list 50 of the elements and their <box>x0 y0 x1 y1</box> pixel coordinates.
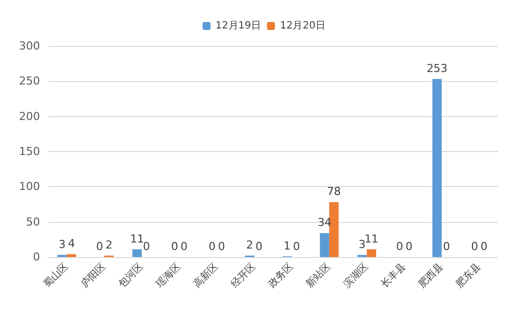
y-tick-label: 300 <box>19 40 40 52</box>
x-tick-label: 新站区 <box>303 260 334 290</box>
data-label: 11 <box>130 232 144 246</box>
data-label: 0 <box>471 240 478 253</box>
data-label: 0 <box>218 240 225 253</box>
y-tick-label: 250 <box>19 74 40 88</box>
bar <box>132 249 142 257</box>
data-label: 0 <box>442 240 450 253</box>
x-tick-label: 包河区 <box>116 260 146 290</box>
data-label: 2 <box>105 238 112 252</box>
data-label: 11 <box>364 232 378 246</box>
x-tick-label: 政务区 <box>266 260 296 290</box>
x-tick-label: 高新区 <box>190 260 221 290</box>
bar <box>66 254 76 257</box>
data-label: 4 <box>68 237 75 250</box>
data-label: 3 <box>58 238 66 251</box>
data-label: 0 <box>142 240 150 253</box>
data-label: 1 <box>284 239 291 252</box>
legend-label: 12月19日 <box>216 20 262 32</box>
y-tick-label: 200 <box>19 110 40 123</box>
x-tick-label: 滨湖区 <box>340 260 371 290</box>
y-tick-label: 150 <box>19 145 40 158</box>
x-tick-label: 肥西县 <box>416 261 446 290</box>
data-label: 0 <box>292 240 300 253</box>
data-label: 0 <box>208 240 216 253</box>
x-tick-label: 瑶海区 <box>153 260 184 290</box>
x-tick-label: 蜀山区 <box>40 260 71 290</box>
data-label: 2 <box>246 238 254 252</box>
bar <box>320 233 330 257</box>
data-label: 0 <box>96 240 104 253</box>
data-label: 0 <box>405 240 412 253</box>
data-label: 0 <box>171 240 178 253</box>
data-label: 253 <box>426 62 448 76</box>
bar <box>329 202 339 257</box>
x-tick-label: 长丰县 <box>378 260 408 290</box>
x-tick-label: 庐阳区 <box>78 260 108 290</box>
y-tick-label: 100 <box>19 180 40 194</box>
y-tick-label: 0 <box>33 250 40 264</box>
data-label: 0 <box>396 240 404 253</box>
x-tick-label: 肥东县 <box>453 260 484 290</box>
legend-label: 12月20日 <box>280 20 326 32</box>
data-label: 78 <box>326 185 341 198</box>
bar <box>432 79 442 257</box>
data-label: 0 <box>255 240 262 253</box>
data-label: 0 <box>480 240 488 253</box>
data-label: 0 <box>180 240 188 253</box>
y-tick-label: 50 <box>26 215 40 228</box>
data-label: 3 <box>358 238 366 251</box>
x-tick-label: 经开区 <box>228 260 258 290</box>
bar <box>366 249 376 257</box>
